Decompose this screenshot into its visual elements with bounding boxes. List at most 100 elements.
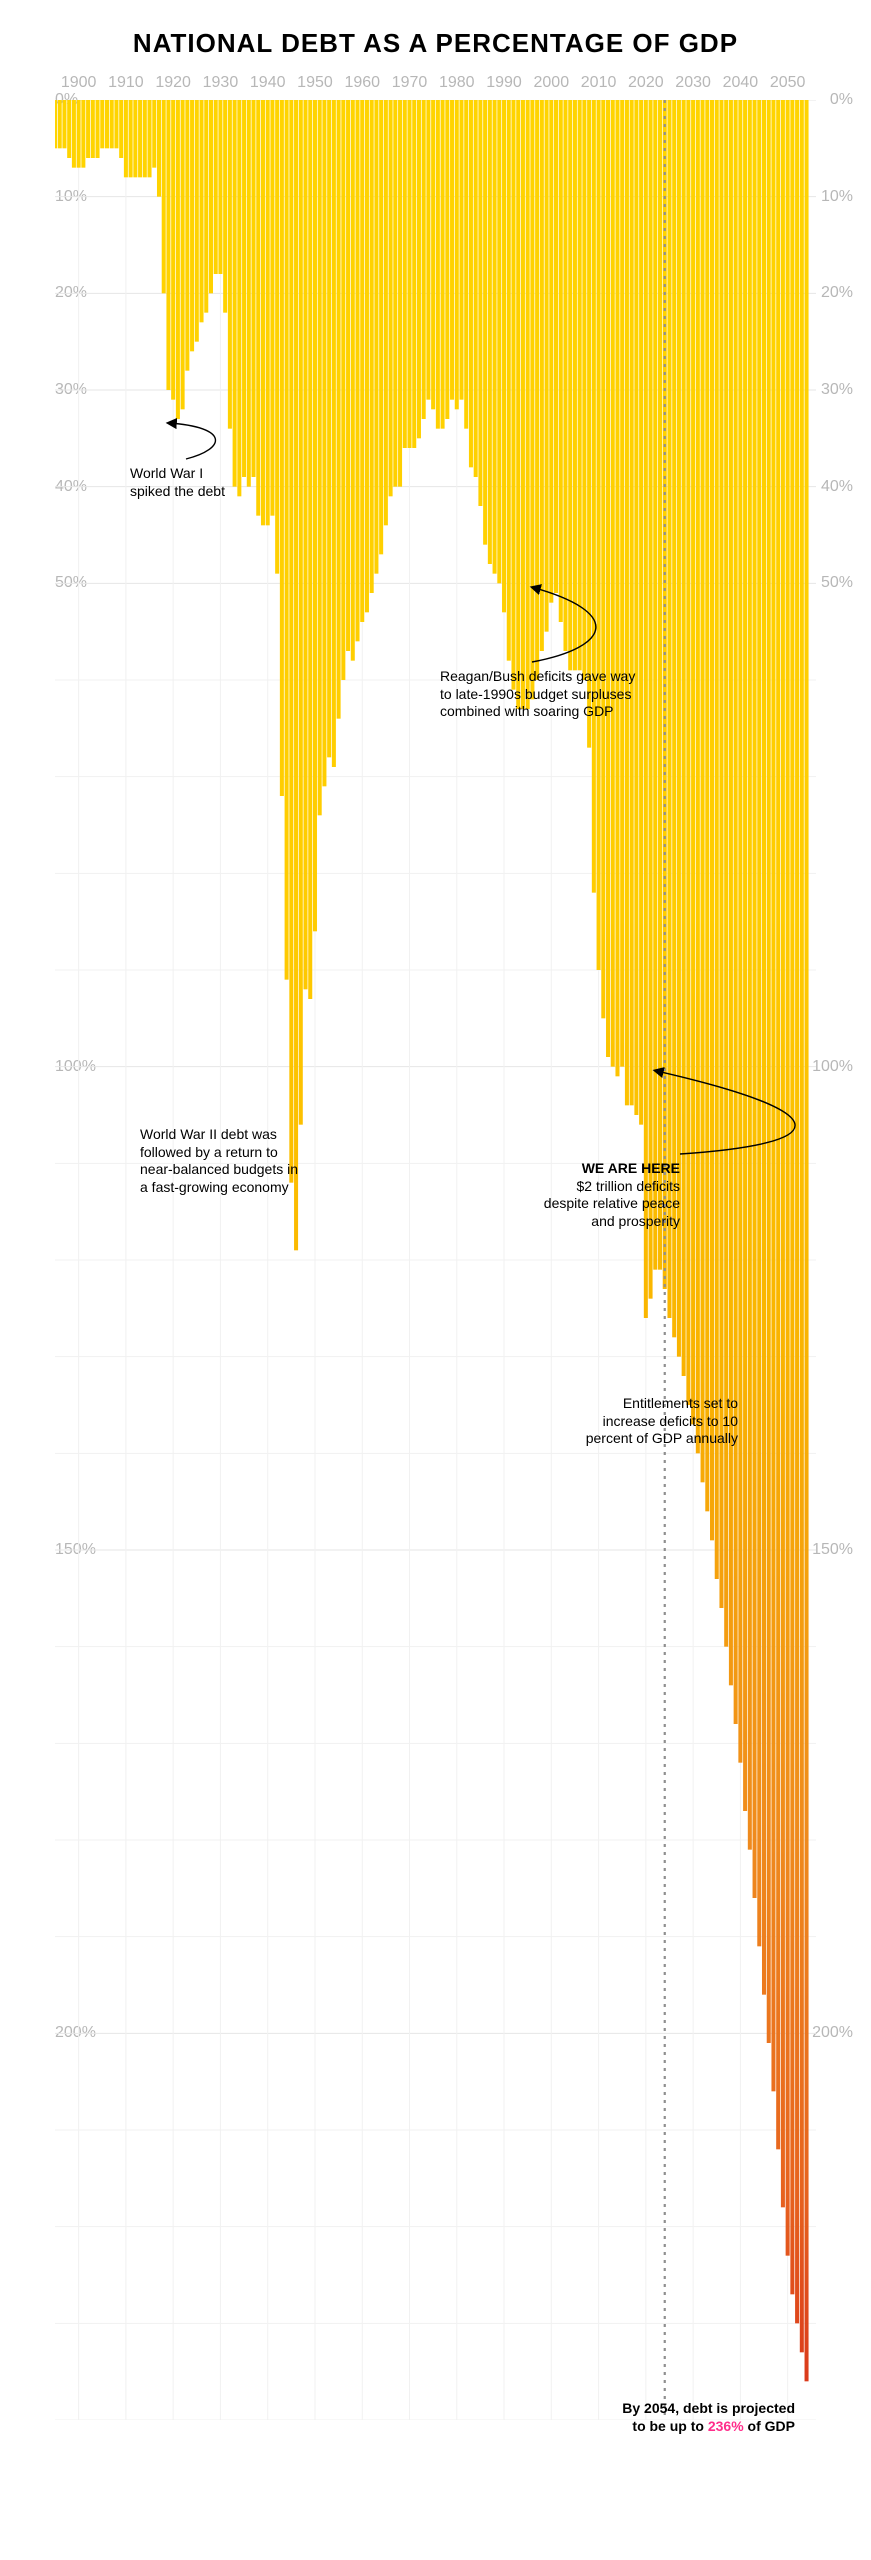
y-tick-label-right: 200%: [812, 2024, 853, 2042]
y-tick-label-right: 50%: [821, 574, 853, 592]
bar: [715, 100, 719, 1579]
bar: [322, 100, 326, 786]
bar: [771, 100, 775, 2091]
x-tick-label: 2010: [581, 74, 617, 92]
bar: [124, 100, 128, 177]
bar: [365, 100, 369, 612]
bar: [209, 100, 213, 293]
bar: [469, 100, 473, 467]
bar: [67, 100, 71, 158]
bar: [445, 100, 449, 419]
bar: [559, 100, 563, 622]
bar: [190, 100, 194, 351]
chart-plot-area: [55, 100, 816, 2420]
y-tick-label-right: 20%: [821, 284, 853, 302]
bar: [318, 100, 322, 815]
bar: [157, 100, 161, 197]
x-tick-label: 1980: [439, 74, 475, 92]
bar: [691, 100, 695, 1424]
bar: [370, 100, 374, 593]
bar: [223, 100, 227, 313]
bar: [776, 100, 780, 2149]
bar: [734, 100, 738, 1724]
bar: [634, 100, 638, 1115]
bar: [72, 100, 76, 168]
bar: [786, 100, 790, 2256]
bar: [436, 100, 440, 429]
bar: [615, 100, 619, 1076]
bar: [450, 100, 454, 400]
bar: [247, 100, 251, 487]
bar: [705, 100, 709, 1511]
bar: [275, 100, 279, 574]
bar: [379, 100, 383, 554]
bar: [597, 100, 601, 970]
bar: [228, 100, 232, 429]
bar: [459, 100, 463, 400]
bar: [521, 100, 525, 709]
bar: [55, 100, 57, 148]
bar: [526, 100, 530, 709]
bar: [672, 100, 676, 1337]
bar: [256, 100, 260, 516]
bar: [77, 100, 81, 168]
bar: [403, 100, 407, 448]
y-tick-label-right: 30%: [821, 381, 853, 399]
bar: [686, 100, 690, 1405]
bar: [620, 100, 624, 1067]
x-tick-label: 1970: [392, 74, 428, 92]
bar: [753, 100, 757, 1898]
bar: [294, 100, 298, 1250]
bar: [719, 100, 723, 1608]
bar: [337, 100, 341, 719]
bar: [143, 100, 147, 177]
bar: [304, 100, 308, 989]
bar: [86, 100, 90, 158]
bar: [535, 100, 539, 680]
bar: [530, 100, 534, 699]
x-tick-label: 1900: [61, 74, 97, 92]
annotation-by2054: By 2054, debt is projectedto be up to 23…: [575, 2400, 795, 2435]
bar: [308, 100, 312, 999]
bar: [431, 100, 435, 409]
y-tick-label-right: 40%: [821, 478, 853, 496]
bar: [781, 100, 785, 2207]
bar: [417, 100, 421, 438]
bar: [252, 100, 256, 477]
bar: [214, 100, 218, 274]
bar: [455, 100, 459, 409]
bar: [389, 100, 393, 496]
bar: [185, 100, 189, 371]
bar: [696, 100, 700, 1453]
bar: [384, 100, 388, 525]
bar: [478, 100, 482, 506]
bar: [568, 100, 572, 670]
bar: [639, 100, 643, 1125]
y-tick-label-right: 100%: [812, 1058, 853, 1076]
bar: [166, 100, 170, 390]
x-tick-label: 2050: [770, 74, 806, 92]
bar: [516, 100, 520, 709]
y-tick-label-right: 150%: [812, 1541, 853, 1559]
bar: [152, 100, 156, 168]
bar: [767, 100, 771, 2043]
chart-title: NATIONAL DEBT AS A PERCENTAGE OF GDP: [0, 28, 871, 59]
bar: [497, 100, 501, 583]
bar: [474, 100, 478, 477]
annotation-we-are-here: WE ARE HERE$2 trillion deficitsdespite r…: [510, 1160, 680, 1230]
y-tick-label-right: 10%: [821, 188, 853, 206]
bar: [233, 100, 237, 487]
bar: [573, 100, 577, 670]
bar: [483, 100, 487, 545]
bar: [58, 100, 62, 148]
bar: [162, 100, 166, 293]
x-tick-label: 1920: [155, 74, 191, 92]
bar: [554, 100, 558, 593]
bar: [356, 100, 360, 641]
bar: [407, 100, 411, 448]
bar: [682, 100, 686, 1376]
bar: [360, 100, 364, 622]
bar: [100, 100, 104, 148]
bar: [332, 100, 336, 767]
bar: [91, 100, 95, 158]
